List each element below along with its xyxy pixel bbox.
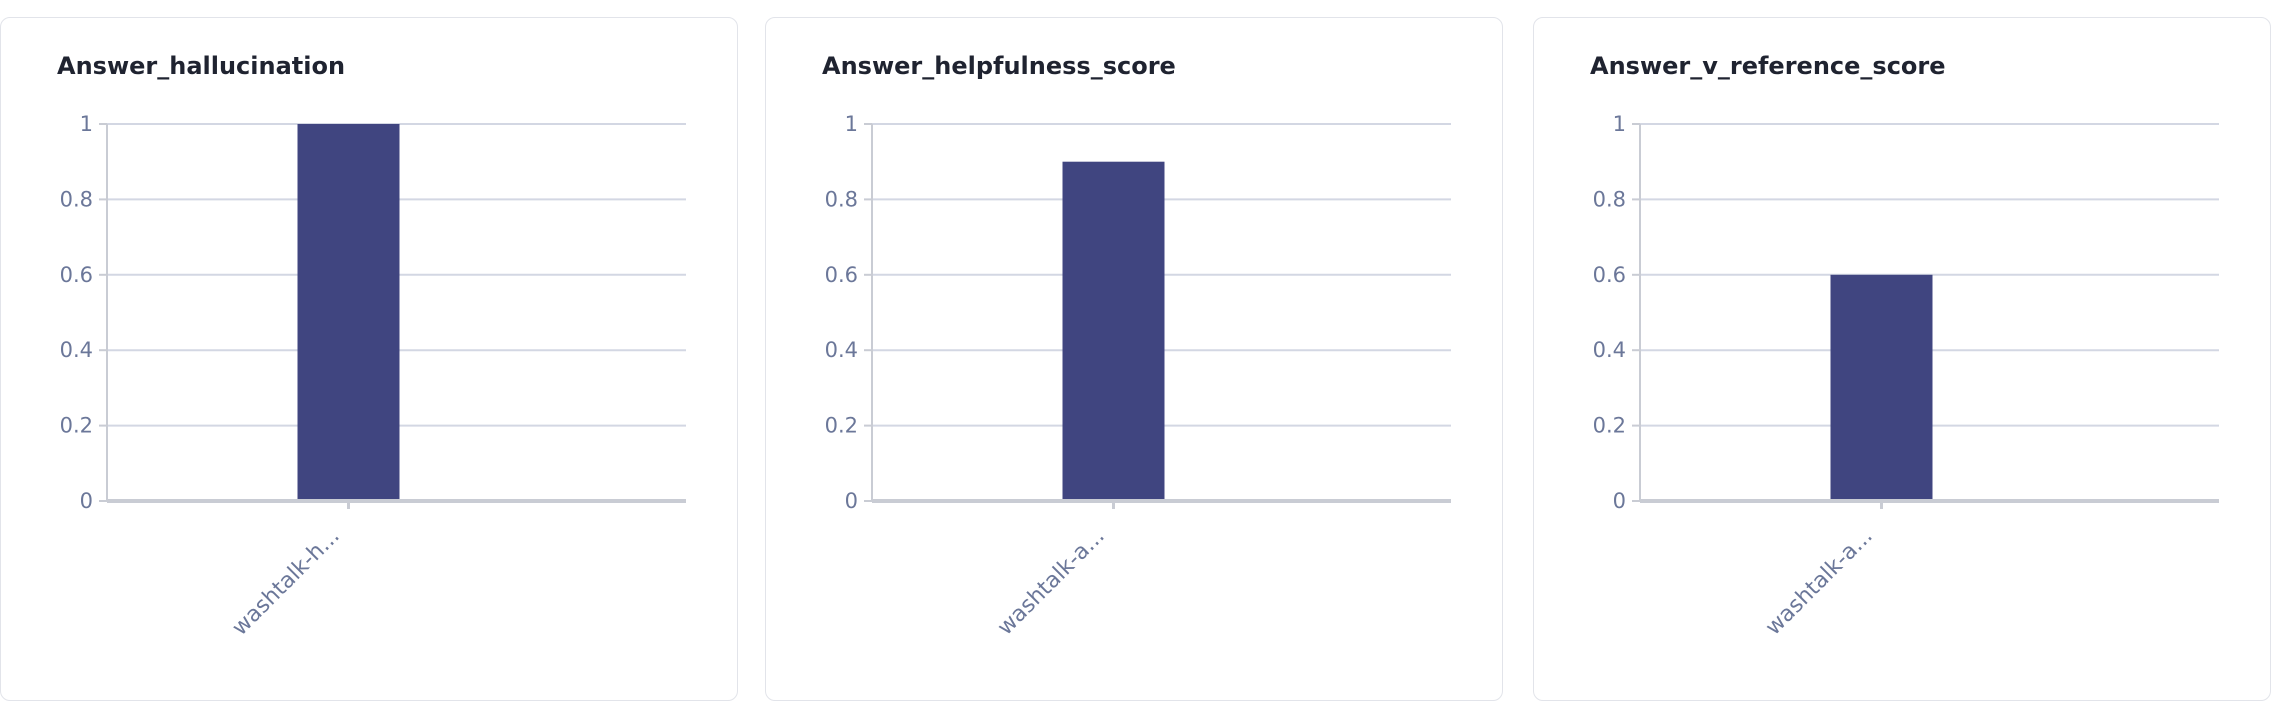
chart-card-answer-hallucination: Answer_hallucination 0 0.2 0.4 0.6 0.8 1 washt… (0, 17, 738, 701)
y-tick-label: 0.4 (1593, 338, 1626, 362)
bar-chart-svg: 0 0.2 0.4 0.6 0.8 1 washtalk-a... (1593, 112, 2219, 641)
bar-chart-svg: 0 0.2 0.4 0.6 0.8 1 washtalk-a... (825, 112, 1451, 641)
bar (297, 124, 400, 501)
chart-card-answer-helpfulness-score: Answer_helpfulness_score 0 0.2 0.4 0.6 0.8 1 w… (765, 17, 1503, 701)
bar-chart-svg: 0 0.2 0.4 0.6 0.8 1 washtalk-h... (60, 112, 686, 641)
y-tick-label: 0.2 (1593, 414, 1626, 438)
y-tick-label: 0.4 (60, 338, 93, 362)
bar (1830, 274, 1933, 501)
y-tick-label: 0 (1613, 489, 1626, 513)
y-tick-label: 1 (1613, 112, 1626, 136)
chart-title: Answer_hallucination (57, 52, 346, 80)
y-tick-label: 1 (80, 112, 93, 136)
x-category-label: washtalk-a... (1761, 524, 1878, 641)
chart-card-answer-v-reference-score: Answer_v_reference_score 0 0.2 0.4 0.6 0.8 1 w… (1533, 17, 2271, 701)
y-tick-label: 0.6 (825, 263, 858, 287)
y-tick-label: 0.6 (60, 263, 93, 287)
y-tick-label: 0.8 (825, 187, 858, 211)
y-tick-label: 0.8 (1593, 187, 1626, 211)
bar (1062, 161, 1165, 501)
y-tick-label: 1 (845, 112, 858, 136)
y-tick-label: 0 (845, 489, 858, 513)
y-tick-label: 0.4 (825, 338, 858, 362)
chart-title: Answer_v_reference_score (1590, 52, 1946, 80)
y-tick-label: 0 (80, 489, 93, 513)
x-category-label: washtalk-a... (993, 524, 1110, 641)
chart-title: Answer_helpfulness_score (822, 52, 1176, 80)
y-tick-label: 0.6 (1593, 263, 1626, 287)
y-tick-label: 0.2 (825, 414, 858, 438)
y-tick-label: 0.8 (60, 187, 93, 211)
y-tick-label: 0.2 (60, 414, 93, 438)
x-category-label: washtalk-h... (228, 524, 345, 641)
